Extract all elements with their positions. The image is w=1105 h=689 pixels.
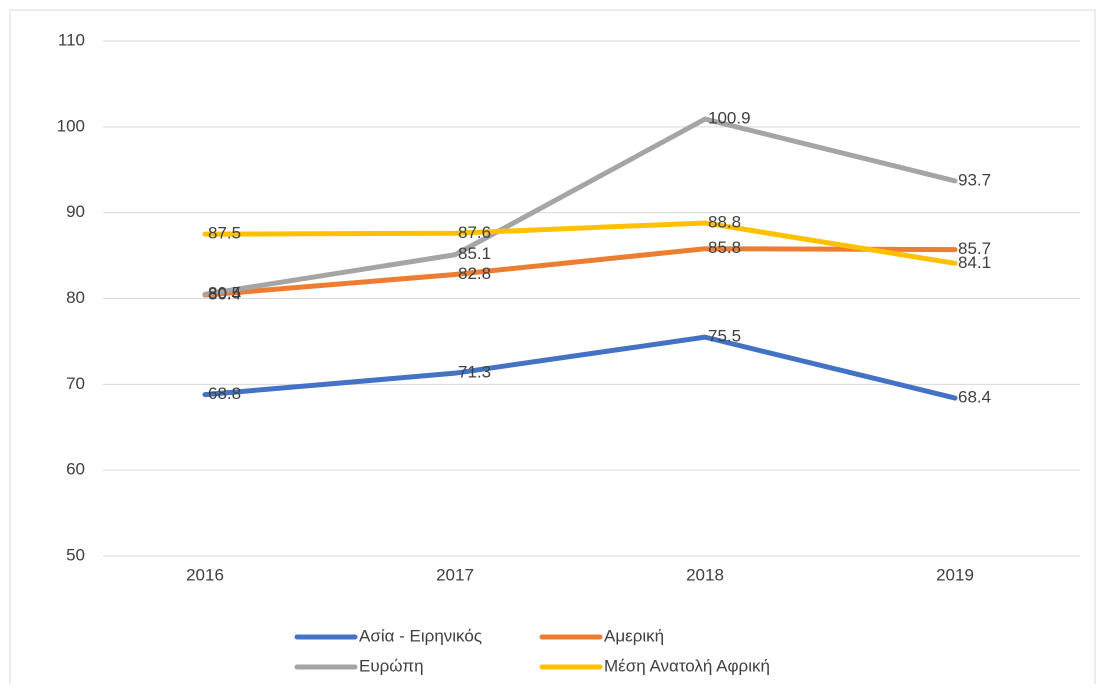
legend-label: Ασία - Ειρηνικός xyxy=(359,626,482,645)
data-label: 68.8 xyxy=(208,384,241,403)
x-tick-label: 2018 xyxy=(686,565,724,584)
data-label: 93.7 xyxy=(958,170,991,189)
series-line xyxy=(202,246,958,298)
x-tick-label: 2017 xyxy=(436,565,474,584)
data-label: 88.8 xyxy=(708,212,741,231)
legend-label: Ευρώπη xyxy=(359,656,424,675)
legend-label: Αμερική xyxy=(604,626,664,645)
y-tick-label: 80 xyxy=(66,288,85,307)
data-label: 84.1 xyxy=(958,253,991,272)
data-label: 85.7 xyxy=(958,239,991,258)
data-label: 75.5 xyxy=(708,327,741,346)
series-line xyxy=(202,116,958,297)
data-label: 68.4 xyxy=(958,388,991,407)
y-tick-label: 100 xyxy=(57,116,85,135)
data-label: 87.6 xyxy=(458,223,491,242)
data-label: 85.8 xyxy=(708,238,741,257)
series-line xyxy=(202,220,958,266)
data-label: 80.4 xyxy=(208,285,241,304)
data-label: 100.9 xyxy=(708,109,751,128)
series-line xyxy=(202,334,958,401)
data-label: 82.8 xyxy=(458,264,491,283)
x-tick-label: 2016 xyxy=(186,565,224,584)
y-tick-label: 70 xyxy=(66,374,85,393)
x-tick-label: 2019 xyxy=(936,565,974,584)
data-label: 87.5 xyxy=(208,224,241,243)
data-label: 80.5 xyxy=(208,284,241,303)
y-tick-label: 50 xyxy=(66,545,85,564)
legend-label: Μέση Ανατολή Αφρική xyxy=(604,656,770,675)
data-label: 71.3 xyxy=(458,363,491,382)
y-tick-label: 60 xyxy=(66,460,85,479)
chart-frame xyxy=(9,9,1096,689)
data-label: 85.1 xyxy=(458,244,491,263)
y-tick-label: 90 xyxy=(66,202,85,221)
y-tick-label: 110 xyxy=(58,30,85,49)
